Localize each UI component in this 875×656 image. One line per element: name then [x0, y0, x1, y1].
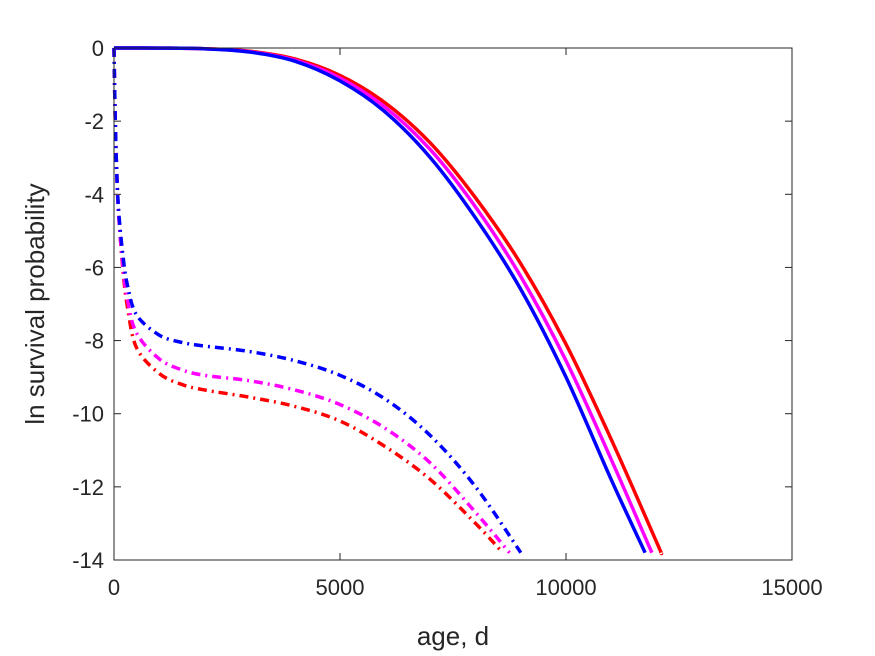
series-layer: [112, 46, 664, 556]
y-tick-label: -4: [84, 182, 104, 207]
x-tick-label: 15000: [761, 575, 822, 600]
plot-frame: [113, 47, 793, 561]
y-tick-label: -14: [72, 548, 104, 573]
y-tick-label: -8: [84, 329, 104, 354]
tick-label-layer: 0 5000 10000 15000 0 -2 -4 -6 -8 -10 -12 -14: [72, 36, 822, 600]
y-tick-label: -12: [72, 475, 104, 500]
x-axis-label: age, d: [417, 621, 489, 651]
plot-background: [114, 48, 792, 560]
x-tick-label: 5000: [316, 575, 365, 600]
y-axis-label: ln survival probability: [20, 183, 50, 424]
y-tick-label: -10: [72, 402, 104, 427]
x-tick-label: 10000: [535, 575, 596, 600]
series-line-5-dashdot: [112, 47, 523, 554]
y-tick-label: -2: [84, 109, 104, 134]
x-tick-label: 0: [108, 575, 120, 600]
y-tick-label: 0: [92, 36, 104, 61]
series-line-2-solid: [113, 46, 647, 554]
y-tick-label: -6: [84, 255, 104, 280]
